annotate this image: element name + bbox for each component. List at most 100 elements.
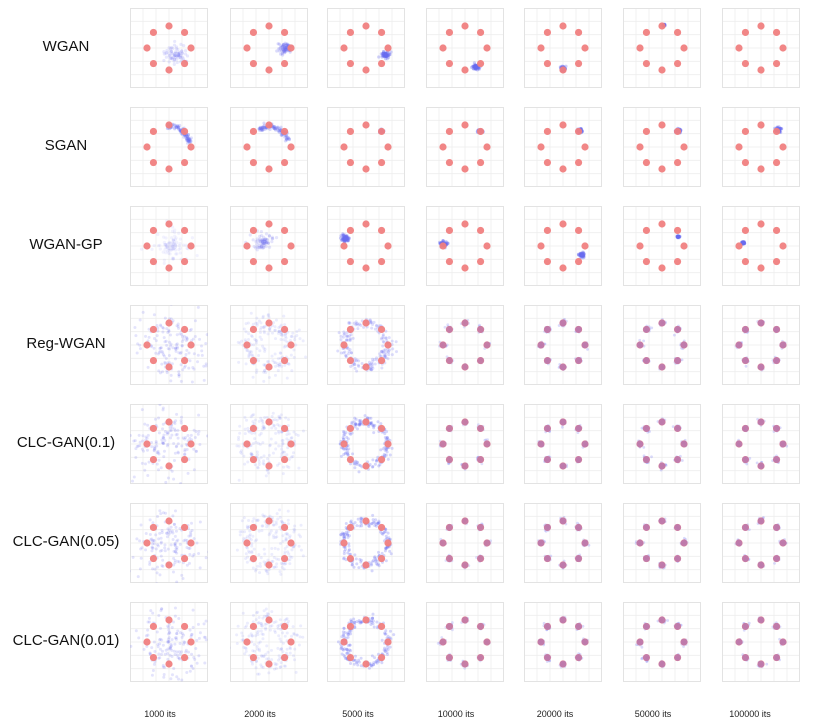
sample-point: [277, 558, 281, 562]
real-mode-point: [265, 220, 273, 228]
sample-point: [169, 248, 173, 252]
sample-point: [240, 339, 244, 343]
sample-point: [256, 519, 260, 523]
generated-mode-point: [537, 440, 545, 448]
real-mode-point: [574, 356, 583, 365]
sample-point: [347, 548, 351, 552]
sample-point: [279, 333, 283, 337]
sample-point: [187, 140, 191, 144]
sample-point: [176, 538, 180, 542]
generated-mode-point: [581, 539, 589, 547]
sample-point: [373, 523, 377, 527]
sample-point: [284, 416, 288, 420]
sample-point: [341, 446, 345, 450]
sample-point: [281, 47, 285, 51]
sample-point: [290, 436, 294, 440]
sample-point: [166, 442, 170, 446]
sample-point: [384, 559, 388, 563]
real-mode-point: [362, 264, 370, 272]
sample-point: [382, 350, 386, 354]
sample-point: [384, 356, 388, 360]
sample-point: [166, 249, 170, 253]
sample-point: [150, 545, 154, 549]
sample-point: [384, 348, 388, 352]
sample-point: [166, 476, 170, 480]
sample-point: [341, 233, 346, 237]
real-mode-point: [340, 341, 348, 349]
sample-point: [360, 361, 364, 365]
sample-point: [154, 533, 158, 537]
generated-mode-point: [461, 462, 469, 470]
sample-point: [169, 530, 173, 534]
real-mode-point: [346, 356, 355, 365]
real-mode-point: [574, 257, 583, 266]
sample-point: [172, 43, 177, 47]
sample-point: [382, 50, 386, 54]
sample-point: [286, 362, 290, 366]
real-mode-point: [346, 257, 355, 266]
sample-point: [172, 59, 176, 63]
sample-point: [259, 325, 263, 329]
sample-point: [352, 462, 356, 466]
sample-point: [162, 354, 166, 358]
sample-point: [292, 545, 296, 549]
sample-point: [183, 135, 187, 139]
sample-point: [155, 451, 159, 455]
sample-point: [189, 136, 193, 140]
generated-mode-point: [658, 363, 666, 371]
sample-point: [277, 431, 281, 435]
column-label: 1000 its: [144, 709, 176, 719]
sample-point: [163, 316, 167, 320]
sample-point: [158, 549, 162, 553]
sample-point: [284, 43, 289, 48]
sample-point: [163, 439, 167, 443]
sample-point: [158, 349, 162, 353]
sample-point: [274, 364, 278, 368]
sample-point: [344, 234, 349, 238]
sample-point: [191, 337, 195, 341]
sample-point: [385, 339, 389, 343]
sample-point: [357, 566, 361, 570]
sample-point: [676, 235, 680, 239]
sample-point: [676, 235, 681, 239]
sample-point: [676, 235, 681, 239]
sample-point: [258, 442, 262, 446]
sample-point: [373, 462, 377, 466]
sample-point: [286, 446, 290, 450]
generated-mode-point: [477, 456, 484, 463]
sample-point: [381, 336, 385, 340]
sample-point: [177, 244, 181, 248]
sample-point: [274, 318, 278, 322]
sample-point: [161, 564, 165, 568]
sample-point: [157, 458, 161, 462]
sample-point: [346, 535, 350, 539]
real-mode-point: [439, 242, 447, 250]
sample-point: [385, 51, 389, 55]
real-mode-point: [461, 462, 469, 470]
real-mode-point: [280, 424, 289, 433]
sample-point: [173, 237, 177, 242]
real-mode-point: [265, 363, 273, 371]
sample-point: [173, 54, 177, 58]
sample-point: [176, 324, 180, 328]
sample-point: [258, 564, 262, 568]
sample-point: [258, 327, 262, 331]
sample-point: [371, 464, 375, 468]
sample-point: [132, 475, 136, 479]
sample-point: [384, 329, 388, 333]
generated-mode-overlay: [636, 319, 688, 371]
sample-point: [178, 242, 182, 246]
sample-point: [370, 569, 374, 573]
generated-mode-point: [742, 456, 749, 463]
generated-mode-point: [735, 440, 743, 448]
real-mode-point: [340, 539, 348, 547]
sample-point: [174, 125, 178, 129]
sample-point: [171, 531, 175, 535]
sample-point: [131, 555, 135, 559]
sample-point: [263, 239, 267, 244]
real-mode-point: [476, 523, 485, 532]
real-mode-point: [642, 28, 651, 37]
sample-point: [159, 512, 163, 516]
real-mode-point: [445, 158, 454, 167]
sample-point: [189, 433, 193, 437]
